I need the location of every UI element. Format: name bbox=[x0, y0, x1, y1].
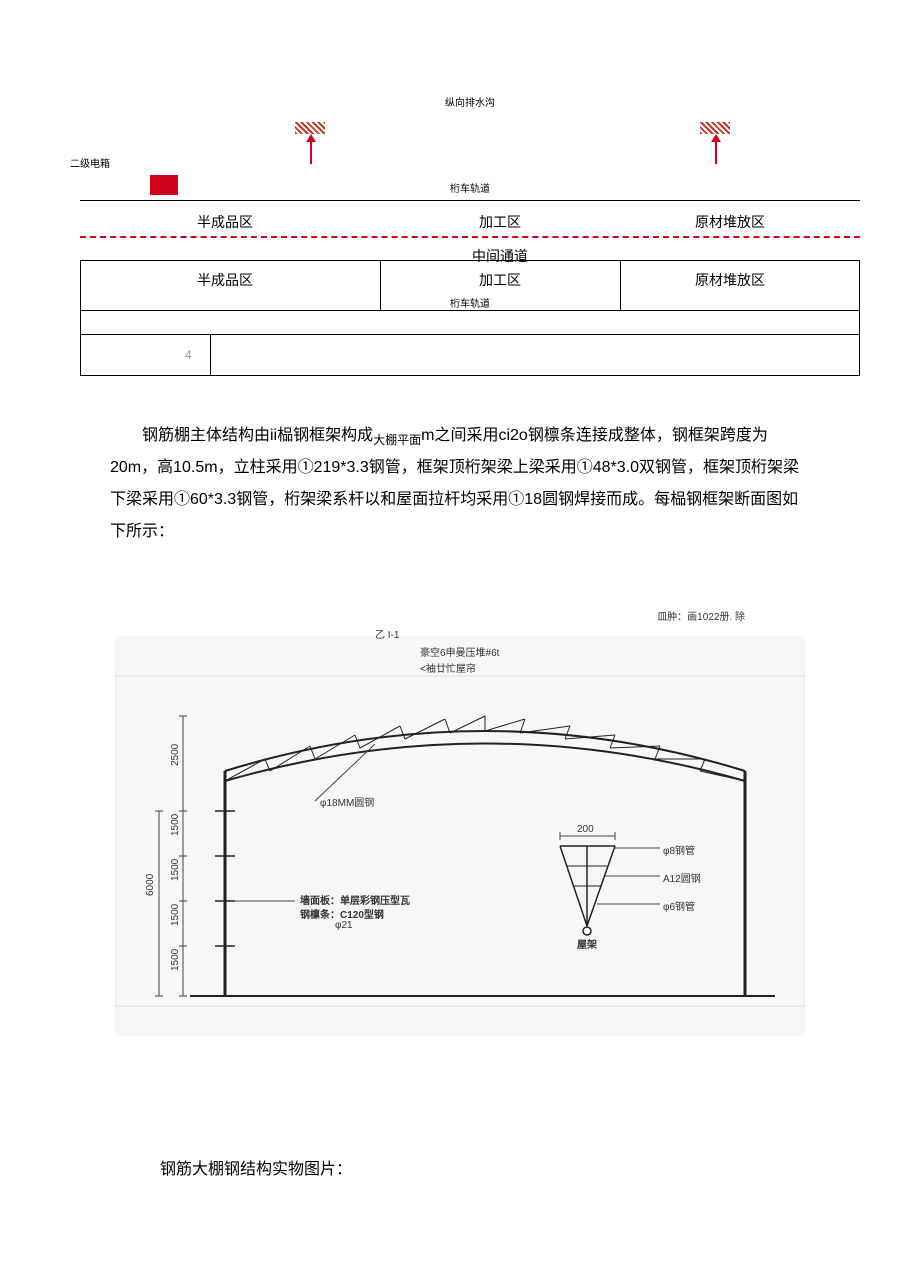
zone-row1-c: 原材堆放区 bbox=[695, 212, 765, 232]
zone-row1-b: 加工区 bbox=[479, 212, 521, 232]
table-vline bbox=[620, 260, 621, 310]
dashed-centerline bbox=[80, 236, 860, 238]
dim-6000: 6000 bbox=[145, 874, 156, 896]
hatch-marker-left bbox=[295, 122, 325, 134]
divider-line bbox=[80, 310, 860, 311]
divider-line bbox=[80, 200, 860, 201]
arrow-right bbox=[715, 140, 717, 164]
truss-label-r3: φ6钢管 bbox=[663, 898, 695, 913]
body-paragraph: 钢筋棚主体结构由ii榀钢框架构成大棚平面m之间采用ci2o钢檩条连接成整体，钢框… bbox=[110, 420, 810, 548]
divider-line bbox=[80, 260, 860, 261]
electric-box-icon bbox=[150, 175, 178, 195]
wall-label-2: 钢檩条：C120型钢 bbox=[300, 906, 384, 921]
table-vline bbox=[380, 260, 381, 310]
figure-note-top-right: 皿肿：画1022册. 除 bbox=[657, 608, 745, 623]
zone-row2-b: 加工区 bbox=[479, 270, 521, 290]
dim-2500: 2500 bbox=[170, 744, 181, 766]
hatch-marker-right bbox=[700, 122, 730, 134]
divider-line bbox=[80, 375, 860, 376]
zone-row1-a: 半成品区 bbox=[197, 212, 253, 232]
table-vline bbox=[210, 334, 211, 375]
table-vline bbox=[80, 260, 81, 375]
page: 纵向排水沟 二级电箱 桁车轨道 半成品区 加工区 原材堆放区 中间通道 半成品区… bbox=[0, 0, 920, 1279]
truss-label-r1: φ8钢管 bbox=[663, 842, 695, 857]
dim-1500-4: 1500 bbox=[170, 949, 181, 971]
arrow-left bbox=[310, 140, 312, 164]
truss-dim-200: 200 bbox=[577, 824, 594, 835]
floor-plan-diagram: 纵向排水沟 二级电箱 桁车轨道 半成品区 加工区 原材堆放区 中间通道 半成品区… bbox=[80, 100, 860, 390]
paragraph-part-a: 钢筋棚主体结构由ii榀钢框架构成 bbox=[142, 427, 373, 444]
section-elevation-figure: 皿肿：画1022册. 除 乙 I-1 豪空6申曼压堆#6t <袖廿忙屋帘 bbox=[115, 636, 805, 1036]
middle-corridor-label: 中间通道 bbox=[472, 246, 528, 266]
wall-label-1: 墙面板：单层彩钢压型瓦 bbox=[300, 892, 410, 907]
electric-box-label: 二级电箱 bbox=[70, 155, 110, 170]
paragraph-subscript: 大棚平面 bbox=[373, 433, 421, 447]
truss-label-r2: A12圆钢 bbox=[663, 870, 701, 885]
photo-caption: 钢筋大棚钢结构实物图片： bbox=[160, 1155, 352, 1179]
track-label-top: 桁车轨道 bbox=[450, 180, 490, 195]
drain-label: 纵向排水沟 bbox=[445, 94, 495, 109]
zone-row2-a: 半成品区 bbox=[197, 270, 253, 290]
dim-1500-3: 1500 bbox=[170, 904, 181, 926]
wall-label-3: φ21 bbox=[335, 920, 353, 931]
circle-steel-label: φ18MM圆钢 bbox=[320, 794, 374, 809]
page-number: 4 bbox=[185, 348, 192, 362]
table-vline bbox=[859, 260, 860, 375]
section-svg bbox=[115, 636, 805, 1036]
truss-center-label: 屋架 bbox=[577, 936, 597, 951]
zone-row2-c: 原材堆放区 bbox=[695, 270, 765, 290]
dim-1500-1: 1500 bbox=[170, 814, 181, 836]
track-label-bottom: 桁车轨道 bbox=[450, 295, 490, 310]
divider-line bbox=[80, 334, 860, 335]
dim-1500-2: 1500 bbox=[170, 859, 181, 881]
